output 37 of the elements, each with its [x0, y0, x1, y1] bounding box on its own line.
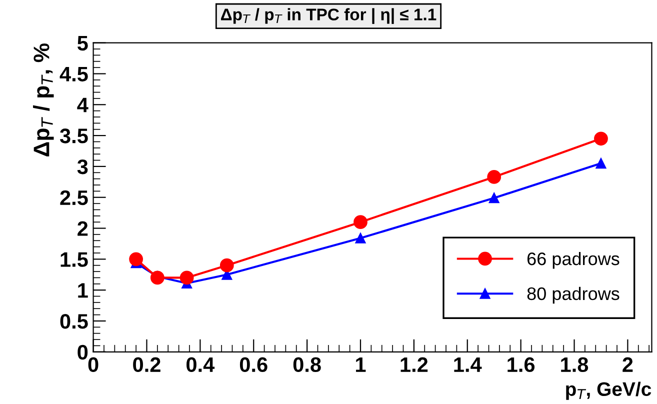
- y-tick-label: 3: [77, 159, 88, 174]
- x-tick-label: 1: [356, 358, 366, 372]
- y-tick-label: 5: [77, 36, 88, 51]
- point: [596, 158, 606, 169]
- x-tick-label: 2: [622, 357, 633, 372]
- point: [355, 232, 366, 244]
- x-tick-label: 1.6: [508, 357, 535, 372]
- point: [488, 192, 500, 204]
- y-axis-title: Δp$_{T}$ / p$_{T}$, %: [33, 43, 54, 156]
- x-tick-label: 0.8: [293, 357, 321, 372]
- y-tick-label: 3.5: [60, 128, 88, 144]
- x-tick-label: 1.8: [561, 357, 588, 372]
- y-tick-label: 0: [78, 344, 88, 360]
- x-tick-label: 1.4: [454, 358, 482, 372]
- y-tick-label: 4: [77, 98, 88, 112]
- y-tick-label: 0.5: [60, 314, 88, 329]
- point: [180, 270, 194, 285]
- y-tick-label: 1.5: [60, 252, 88, 267]
- point: [594, 132, 608, 146]
- point: [129, 252, 143, 266]
- x-axis-title: p$_{T}$, GeV/c: [566, 382, 652, 400]
- point: [487, 170, 502, 184]
- y-tick-label: 2.5: [60, 190, 88, 206]
- y-tick-label: 2: [78, 221, 88, 236]
- point: [150, 270, 164, 285]
- legend-label: 80 padrows: [527, 286, 620, 304]
- y-tick-label: 4.5: [60, 66, 88, 82]
- x-tick-label: 0.4: [186, 357, 215, 372]
- x-tick-label: 1.2: [400, 357, 428, 372]
- y-tick-label: 1: [78, 283, 88, 298]
- x-tick-label: 0: [88, 357, 98, 372]
- chart-title: Δp$_{T}$ / p$_{T}$ in TPC for | η| ≤ 1.1: [221, 8, 436, 24]
- point: [220, 258, 234, 272]
- point: [354, 215, 368, 230]
- x-tick-label: 0.2: [133, 357, 160, 372]
- x-tick-label: 0.6: [240, 357, 268, 372]
- legend-label: 66 padrows: [527, 252, 620, 269]
